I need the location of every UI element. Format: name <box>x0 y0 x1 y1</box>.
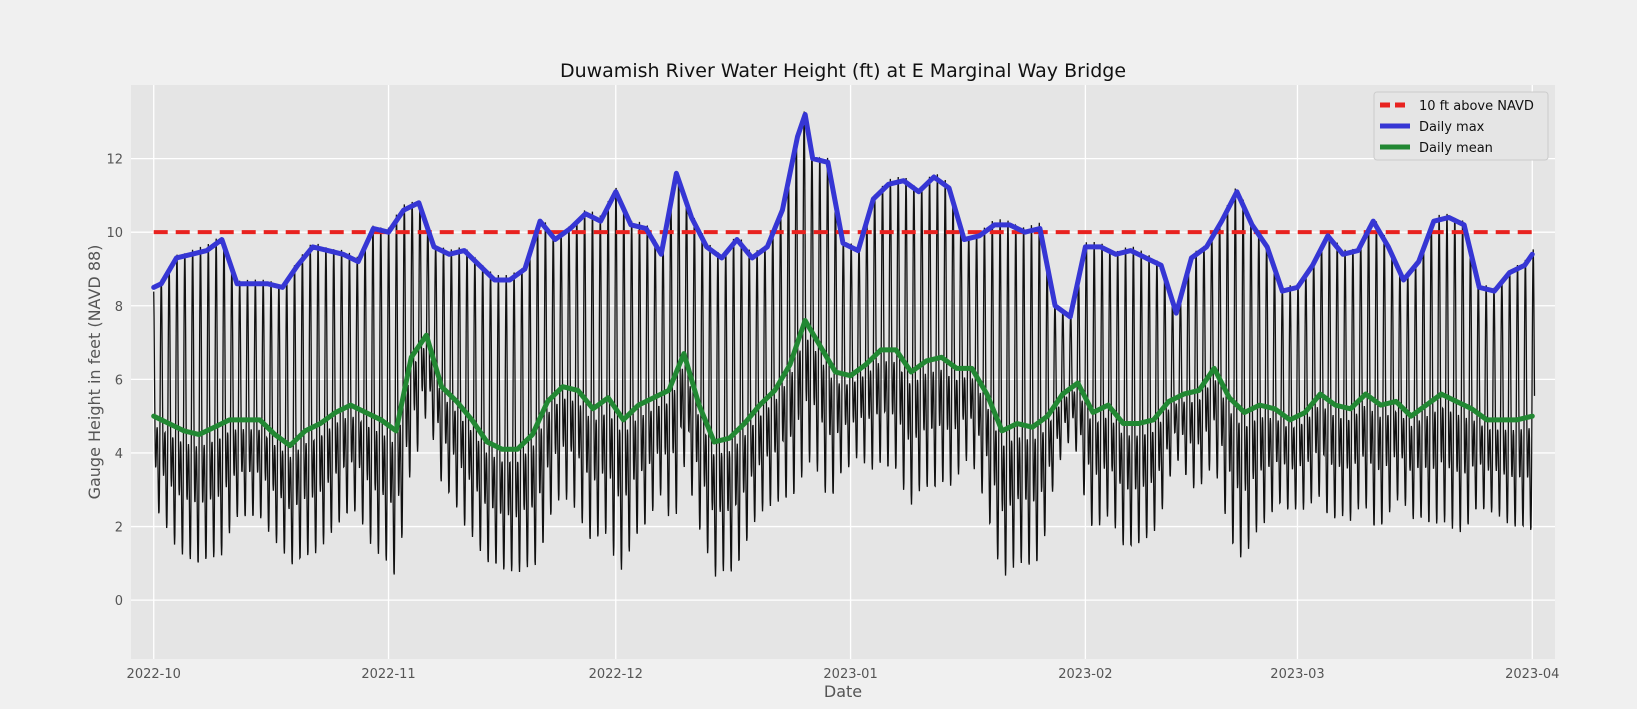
y-tick-label: 4 <box>115 447 123 462</box>
legend: 10 ft above NAVD Daily max Daily mean <box>1373 91 1549 161</box>
x-tick-label: 2023-01 <box>823 667 877 682</box>
y-tick-label: 6 <box>115 373 123 388</box>
y-tick-label: 0 <box>115 594 123 609</box>
legend-entry-reference-label: 10 ft above NAVD <box>1419 99 1534 114</box>
y-tick-label: 8 <box>115 300 123 315</box>
x-tick-label: 2023-02 <box>1058 667 1112 682</box>
x-tick-label: 2022-10 <box>127 667 181 682</box>
y-axis-label: Gauge Height in feet (NAVD 88) <box>85 245 104 500</box>
tide-line <box>153 111 1536 577</box>
series-group <box>151 111 1535 452</box>
legend-box <box>1373 91 1549 161</box>
y-tick-label: 12 <box>106 153 123 168</box>
y-tick-label: 2 <box>115 521 123 536</box>
daily-mean-line <box>151 317 1535 452</box>
x-tick-label: 2022-11 <box>361 667 415 682</box>
legend-entry-daily-mean-label: Daily mean <box>1419 141 1493 156</box>
y-tick-label: 10 <box>106 226 123 241</box>
x-tick-label: 2022-12 <box>589 667 643 682</box>
x-axis-label: Date <box>824 682 862 701</box>
x-axis-ticks: 2022-10 2022-11 2022-12 2023-01 2023-02 2023-… <box>127 667 1560 682</box>
legend-entry-daily-max-label: Daily max <box>1419 120 1485 135</box>
x-tick-label: 2023-03 <box>1270 667 1324 682</box>
y-axis-ticks: 0 2 4 6 8 10 12 <box>106 153 123 610</box>
x-tick-label: 2023-04 <box>1505 667 1559 682</box>
tide-series <box>153 111 1536 577</box>
daily-max-line <box>151 111 1535 320</box>
chart-title: Duwamish River Water Height (ft) at E Ma… <box>560 60 1126 82</box>
